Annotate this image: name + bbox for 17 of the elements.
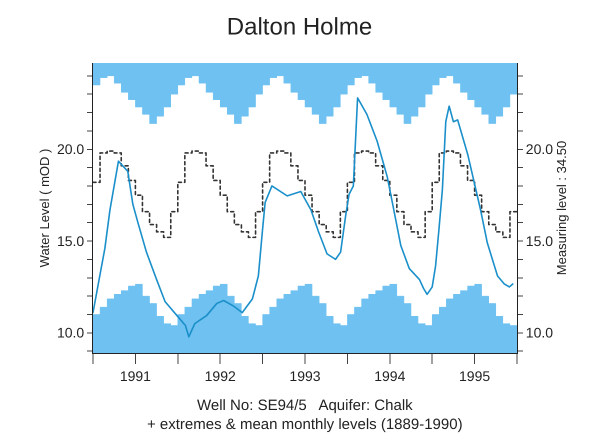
y-axis-title: Water Level ( mOD ) bbox=[36, 148, 52, 268]
y-tick-label: 20.0 bbox=[56, 141, 84, 158]
y-tick-label: 15.0 bbox=[56, 232, 84, 249]
x-tick-label: 1995 bbox=[459, 368, 490, 384]
chart-title: Dalton Holme bbox=[226, 14, 372, 41]
x-tick-label: 1992 bbox=[204, 368, 236, 384]
y2-tick-label: 10.0 bbox=[526, 324, 554, 341]
x-tick-label: 1991 bbox=[120, 368, 152, 384]
y-tick-label: 10.0 bbox=[56, 324, 84, 341]
line-series bbox=[93, 97, 514, 338]
x-tick-label: 1994 bbox=[374, 368, 406, 384]
text: Well No: SE94/5 Aquifer: Chalk bbox=[197, 397, 414, 414]
text: + extremes & mean monthly levels (1889-1990) bbox=[147, 416, 463, 433]
x-tick-label: 1993 bbox=[289, 368, 321, 384]
y2-tick-label: 15.0 bbox=[526, 232, 554, 249]
y2-axis-title: Measuring level : 34.50 bbox=[554, 140, 569, 276]
y2-tick-label: 20.0 bbox=[526, 141, 554, 158]
